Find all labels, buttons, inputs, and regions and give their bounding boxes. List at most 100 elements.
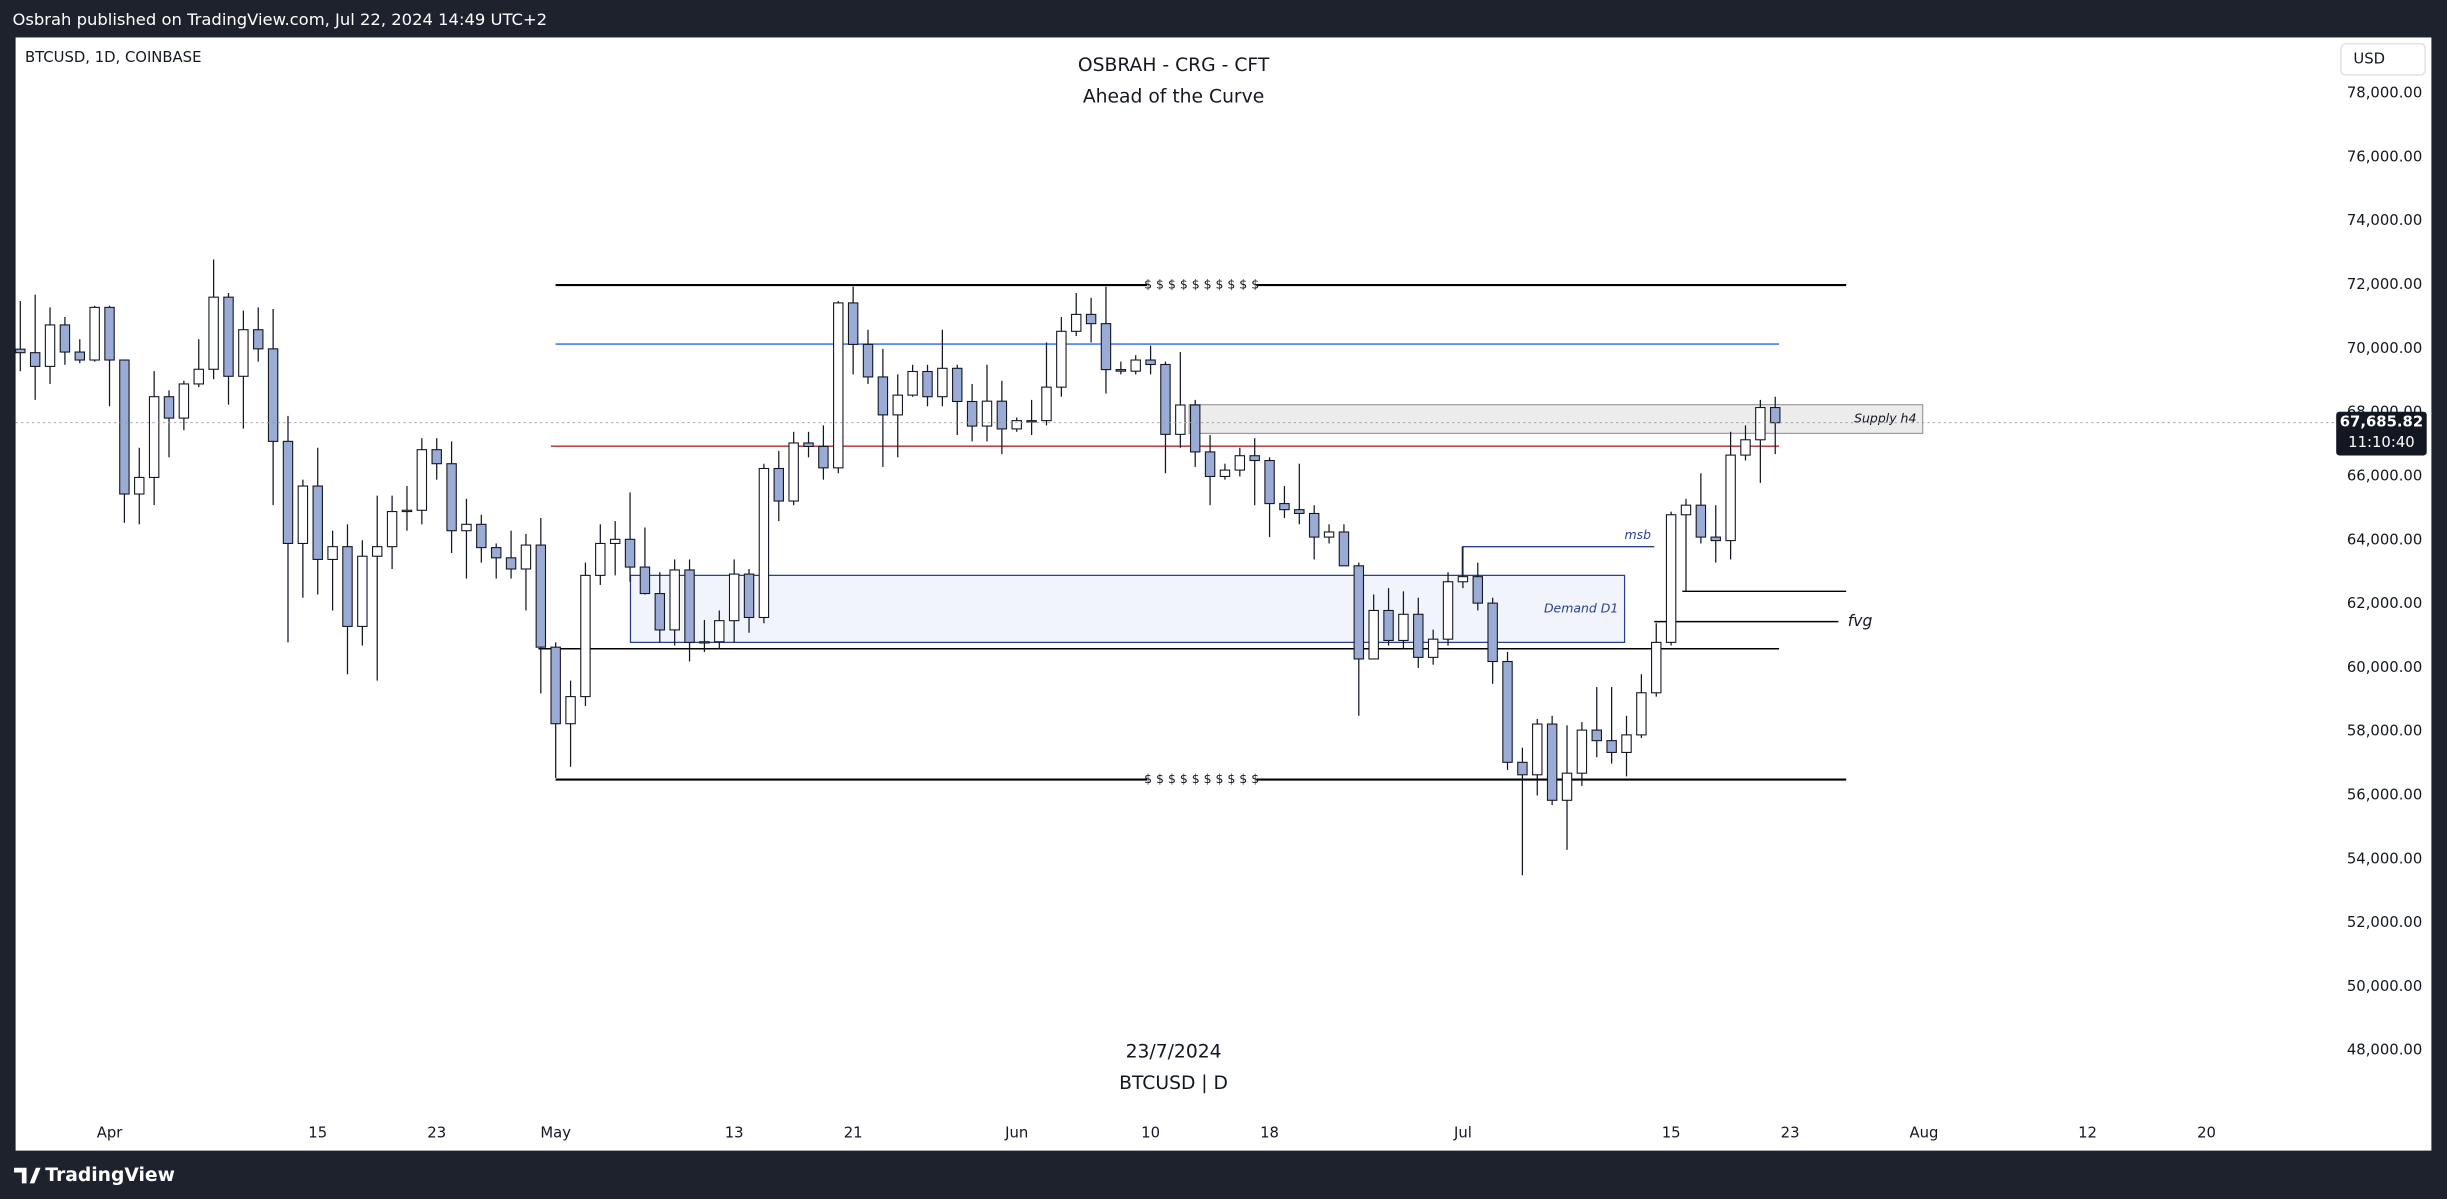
currency-box[interactable]: [2340, 42, 2426, 76]
candle-body: [1338, 531, 1350, 567]
candle-body: [1189, 404, 1201, 453]
candle-body: [773, 467, 785, 502]
candle-body: [1621, 734, 1632, 753]
candle-body: [1561, 772, 1573, 801]
candle-body: [535, 544, 547, 648]
y-tick-label: 66,000.00: [2347, 467, 2422, 484]
candle-body: [505, 557, 517, 570]
candle-body: [1323, 531, 1335, 538]
candle-body: [1680, 504, 1692, 516]
candle-body: [476, 523, 487, 549]
chart-subtitle: Ahead of the Curve: [1083, 86, 1264, 107]
candle-body: [1710, 536, 1721, 542]
x-tick-label: 21: [844, 1124, 863, 1141]
x-tick-label: 20: [2197, 1124, 2216, 1141]
candle-body: [1413, 613, 1424, 658]
candle-body: [1740, 439, 1751, 456]
x-tick-label: 13: [725, 1124, 744, 1141]
candle-body: [669, 569, 680, 631]
candle-body: [371, 546, 383, 557]
y-tick-label: 74,000.00: [2347, 212, 2422, 229]
y-tick-label: 54,000.00: [2347, 850, 2422, 867]
candle-body: [624, 538, 636, 568]
candle-body: [401, 509, 413, 513]
candle-body: [609, 538, 621, 545]
publisher: Osbrah published on TradingView.com, Jul…: [12, 10, 547, 29]
candle-body: [907, 370, 918, 396]
candle-body: [952, 367, 963, 403]
y-tick-label: 58,000.00: [2347, 723, 2422, 740]
y-tick-label: 64,000.00: [2347, 531, 2422, 548]
candle-body: [1115, 369, 1127, 372]
y-tick-label: 62,000.00: [2347, 595, 2422, 612]
candle-body: [431, 449, 442, 465]
x-tick-label: 15: [308, 1124, 327, 1141]
candle-body: [253, 329, 264, 350]
candle-body: [937, 367, 948, 398]
candle-body: [1100, 323, 1112, 371]
candle-body: [862, 343, 874, 378]
brand[interactable]: TradingView: [45, 1165, 175, 1186]
candle-body: [1279, 503, 1290, 511]
level-label: $ $ $ $ $ $ $ $ $ $: [1144, 771, 1259, 786]
symbol: BTCUSD, 1D, COINBASE: [25, 49, 201, 66]
x-tick-label: Aug: [1909, 1124, 1938, 1141]
candle-body: [1457, 576, 1469, 583]
candle-body: [1294, 509, 1305, 515]
candle-body: [1204, 451, 1216, 478]
price-tag: [2336, 411, 2427, 456]
candle-body: [1175, 404, 1186, 435]
candle-body: [1130, 359, 1141, 372]
x-tick-label: Jun: [1004, 1124, 1028, 1141]
candle-body: [312, 485, 323, 560]
candle-body: [803, 442, 814, 448]
level-label: fvg: [1848, 612, 1873, 630]
candle-body: [119, 359, 130, 495]
candle-body: [59, 324, 71, 353]
level-label-bg: [1147, 771, 1257, 788]
zone: [629, 574, 1626, 643]
currency[interactable]: USD: [2353, 50, 2385, 67]
candle-body: [788, 442, 799, 502]
candle-body: [1160, 363, 1171, 435]
candle-body: [966, 400, 978, 427]
candle-body: [1041, 386, 1052, 422]
candle-body: [580, 574, 591, 698]
candle-body: [193, 368, 204, 385]
candle-body: [1353, 565, 1365, 660]
candle-body: [416, 449, 428, 511]
candle-body: [1070, 313, 1082, 332]
candle-body: [29, 352, 41, 367]
candle-body: [1695, 504, 1707, 538]
candle-body: [520, 544, 532, 570]
candle-body: [1026, 420, 1037, 423]
candle-body: [1636, 692, 1647, 736]
candle-body: [1234, 455, 1246, 471]
candle-body: [1442, 581, 1454, 640]
y-tick-label: 50,000.00: [2347, 978, 2422, 995]
candle-body: [1056, 330, 1067, 388]
candle-body: [1576, 729, 1588, 774]
candle-body: [386, 511, 398, 548]
candle-body: [922, 370, 933, 398]
y-tick-label: 48,000.00: [2347, 1042, 2422, 1059]
watermark-symbol: BTCUSD | D: [1119, 1073, 1228, 1094]
watermark-date: 23/7/2024: [1126, 1042, 1222, 1063]
candle-body: [1532, 723, 1543, 776]
candle-body: [654, 593, 666, 631]
x-tick-label: 10: [1141, 1124, 1160, 1141]
candle-body: [714, 620, 725, 643]
candle-body: [1502, 660, 1513, 763]
brand-logo[interactable]: TradingView: [14, 1165, 175, 1186]
x-tick-label: Apr: [97, 1124, 124, 1141]
level-label-bg: [1147, 277, 1257, 293]
candle-body: [297, 485, 309, 545]
candle-body: [446, 463, 457, 532]
candle-body: [1011, 420, 1022, 430]
level-label: msb: [1625, 527, 1652, 542]
candle-body: [684, 569, 695, 643]
candle-body: [327, 546, 338, 560]
y-tick-label: 56,000.00: [2347, 787, 2422, 804]
candle-body: [44, 324, 56, 367]
